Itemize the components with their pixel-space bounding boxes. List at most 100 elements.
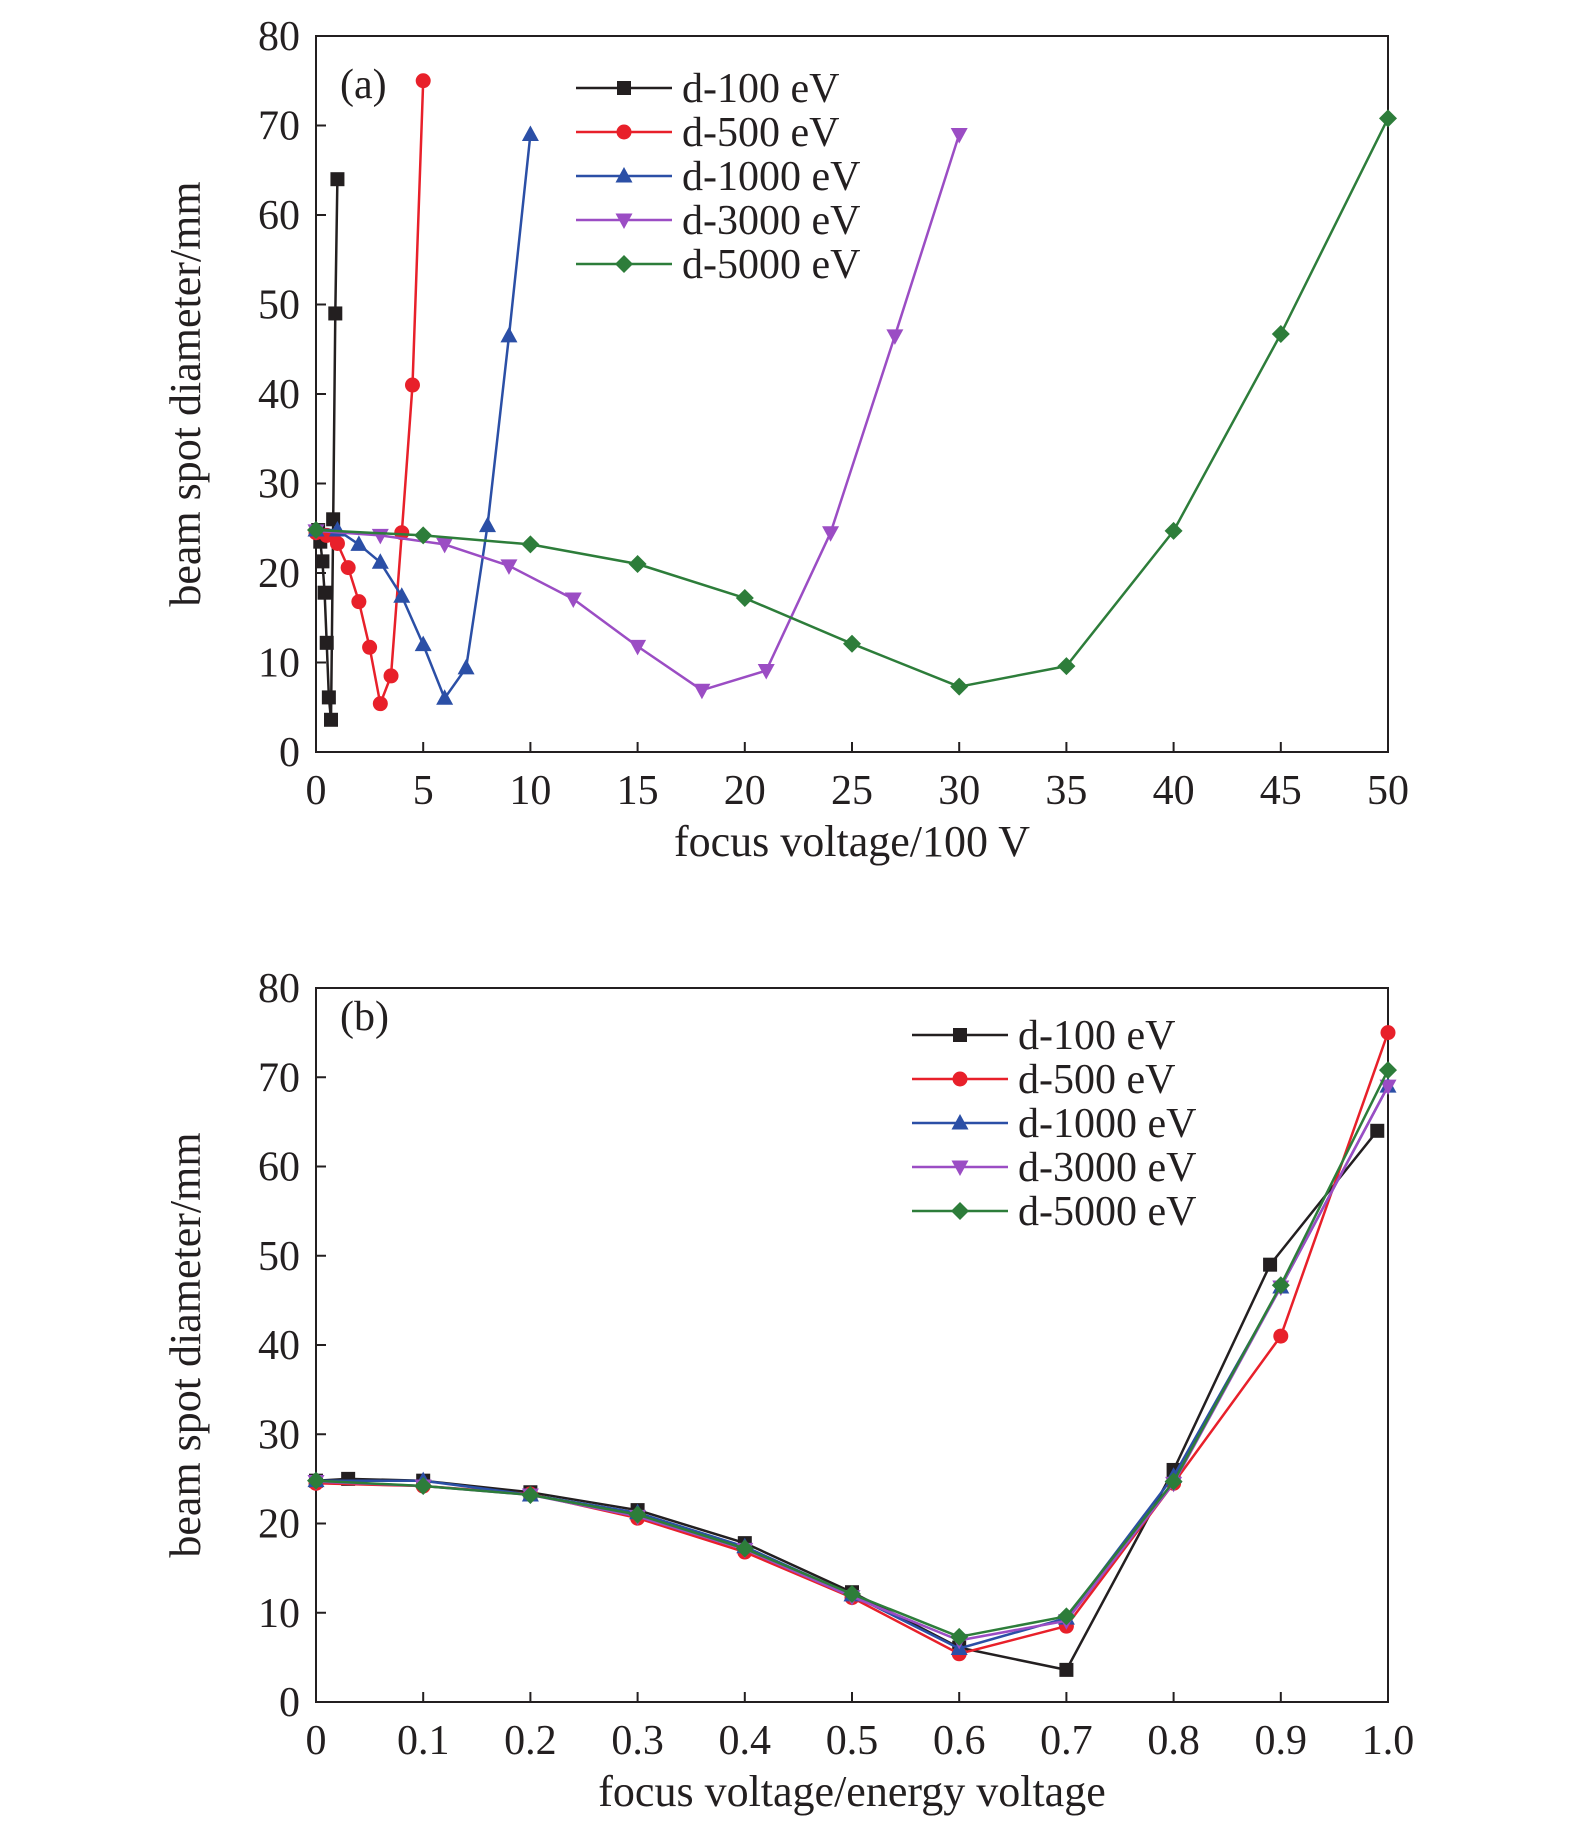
series-line: [315, 1032, 1390, 1656]
data-point: [521, 535, 540, 554]
series-d-1000-ev: [307, 1077, 1397, 1655]
y-tick-label: 60: [258, 193, 300, 239]
legend-label: d-5000 eV: [682, 242, 860, 288]
legend-marker: [615, 255, 633, 273]
y-tick-label: 50: [258, 1234, 300, 1280]
data-point: [521, 125, 539, 141]
panel-b: (b) 0 0.1 0.2 0.3 0.4 0.5 0.6 0.7 0.8 0.9 1.0 0 10 20…: [161, 966, 1414, 1816]
data-point: [317, 585, 332, 600]
data-point: [371, 553, 389, 569]
data-point: [1271, 1276, 1290, 1295]
data-point: [315, 554, 330, 569]
x-tick-label: 0.5: [826, 1718, 879, 1764]
series-d-5000-ev: [307, 109, 1397, 696]
y-tick-label: 10: [258, 641, 300, 687]
x-tick-label: 0.6: [933, 1718, 986, 1764]
x-tick-label: 0.9: [1255, 1718, 1308, 1764]
legend-label: d-3000 eV: [682, 198, 860, 244]
data-point: [330, 172, 345, 187]
legend-marker: [953, 1028, 967, 1042]
data-point: [564, 592, 582, 608]
data-point: [1059, 1662, 1074, 1677]
y-tick-label: 30: [258, 462, 300, 508]
x-tick-label: 25: [831, 768, 873, 814]
legend-marker: [952, 1071, 968, 1087]
x-tick-label: 0.7: [1040, 1718, 1093, 1764]
legend-marker: [951, 1202, 969, 1220]
x-axis-label: focus voltage/energy voltage: [598, 1767, 1105, 1816]
x-tick-label: 40: [1153, 768, 1195, 814]
legend-label: d-100 eV: [682, 66, 839, 112]
data-point: [1379, 1061, 1397, 1080]
data-point: [1057, 1607, 1076, 1626]
data-point: [757, 664, 775, 680]
series-line: [315, 134, 961, 692]
y-tick-label: 10: [258, 1591, 300, 1637]
x-tick-label: 1.0: [1362, 1718, 1415, 1764]
x-axis-label: focus voltage/100 V: [674, 817, 1030, 866]
y-tick-label: 40: [258, 1323, 300, 1369]
data-point: [414, 526, 433, 545]
data-point: [628, 1505, 647, 1524]
data-point: [362, 639, 378, 655]
data-point: [383, 668, 399, 684]
series-line: [316, 134, 532, 700]
data-point: [521, 1485, 540, 1504]
data-point: [404, 377, 420, 393]
data-point: [1379, 1079, 1397, 1096]
legend: d-100 eVd-500 eVd-1000 eVd-3000 eVd-5000…: [912, 1013, 1196, 1235]
legend-marker: [951, 1160, 969, 1176]
x-tick-label: 5: [413, 768, 434, 814]
data-point: [436, 689, 454, 705]
legend-label: d-100 eV: [1018, 1013, 1175, 1059]
legend-label: d-1000 eV: [1018, 1101, 1196, 1147]
data-point: [950, 1627, 969, 1646]
y-tick-label: 0: [279, 1680, 300, 1726]
data-point: [1164, 1472, 1183, 1491]
legend-label: d-1000 eV: [682, 154, 860, 200]
x-tick-label: 0.1: [397, 1718, 450, 1764]
data-point: [479, 516, 497, 533]
data-point: [328, 306, 343, 321]
data-point: [1057, 657, 1076, 676]
data-point: [950, 677, 969, 696]
y-axis-label: beam spot diameter/mm: [161, 181, 210, 606]
x-tick-label: 0: [306, 768, 327, 814]
y-tick-label: 70: [258, 1055, 300, 1101]
x-tick-label: 0.4: [719, 1718, 772, 1764]
panel-label-b: (b): [340, 994, 389, 1040]
legend-marker: [617, 81, 631, 95]
data-point: [1164, 521, 1183, 540]
series-line: [316, 1085, 1390, 1650]
legend-label: d-500 eV: [682, 110, 839, 156]
data-point: [843, 634, 861, 653]
y-tick-label: 50: [258, 283, 300, 329]
panel-label-a: (a): [340, 62, 387, 108]
legend-marker: [616, 124, 632, 140]
y-tick-label: 80: [258, 14, 300, 60]
data-point: [1271, 325, 1290, 344]
x-tick-label: 50: [1367, 768, 1409, 814]
legend-label: d-5000 eV: [1018, 1189, 1196, 1235]
data-point: [350, 535, 368, 551]
data-point: [307, 521, 325, 540]
x-tick-label: 0.2: [504, 1718, 557, 1764]
series-line: [316, 179, 339, 722]
legend-marker: [615, 213, 633, 229]
data-point: [457, 658, 475, 675]
data-point: [1379, 109, 1397, 128]
data-point: [1380, 1025, 1396, 1041]
y-tick-label: 40: [258, 372, 300, 418]
data-point: [629, 639, 647, 656]
y-axis-label: beam spot diameter/mm: [161, 1132, 210, 1557]
legend-label: d-3000 eV: [1018, 1145, 1196, 1191]
y-tick-label: 60: [258, 1145, 300, 1191]
data-point: [351, 594, 367, 610]
data-point: [886, 329, 904, 345]
legend: d-100 eVd-500 eVd-1000 eVd-3000 eVd-5000…: [576, 66, 860, 288]
x-tick-label: 30: [938, 768, 980, 814]
legend-label: d-500 eV: [1018, 1057, 1175, 1103]
data-point: [500, 326, 518, 343]
data-point: [735, 1539, 754, 1558]
